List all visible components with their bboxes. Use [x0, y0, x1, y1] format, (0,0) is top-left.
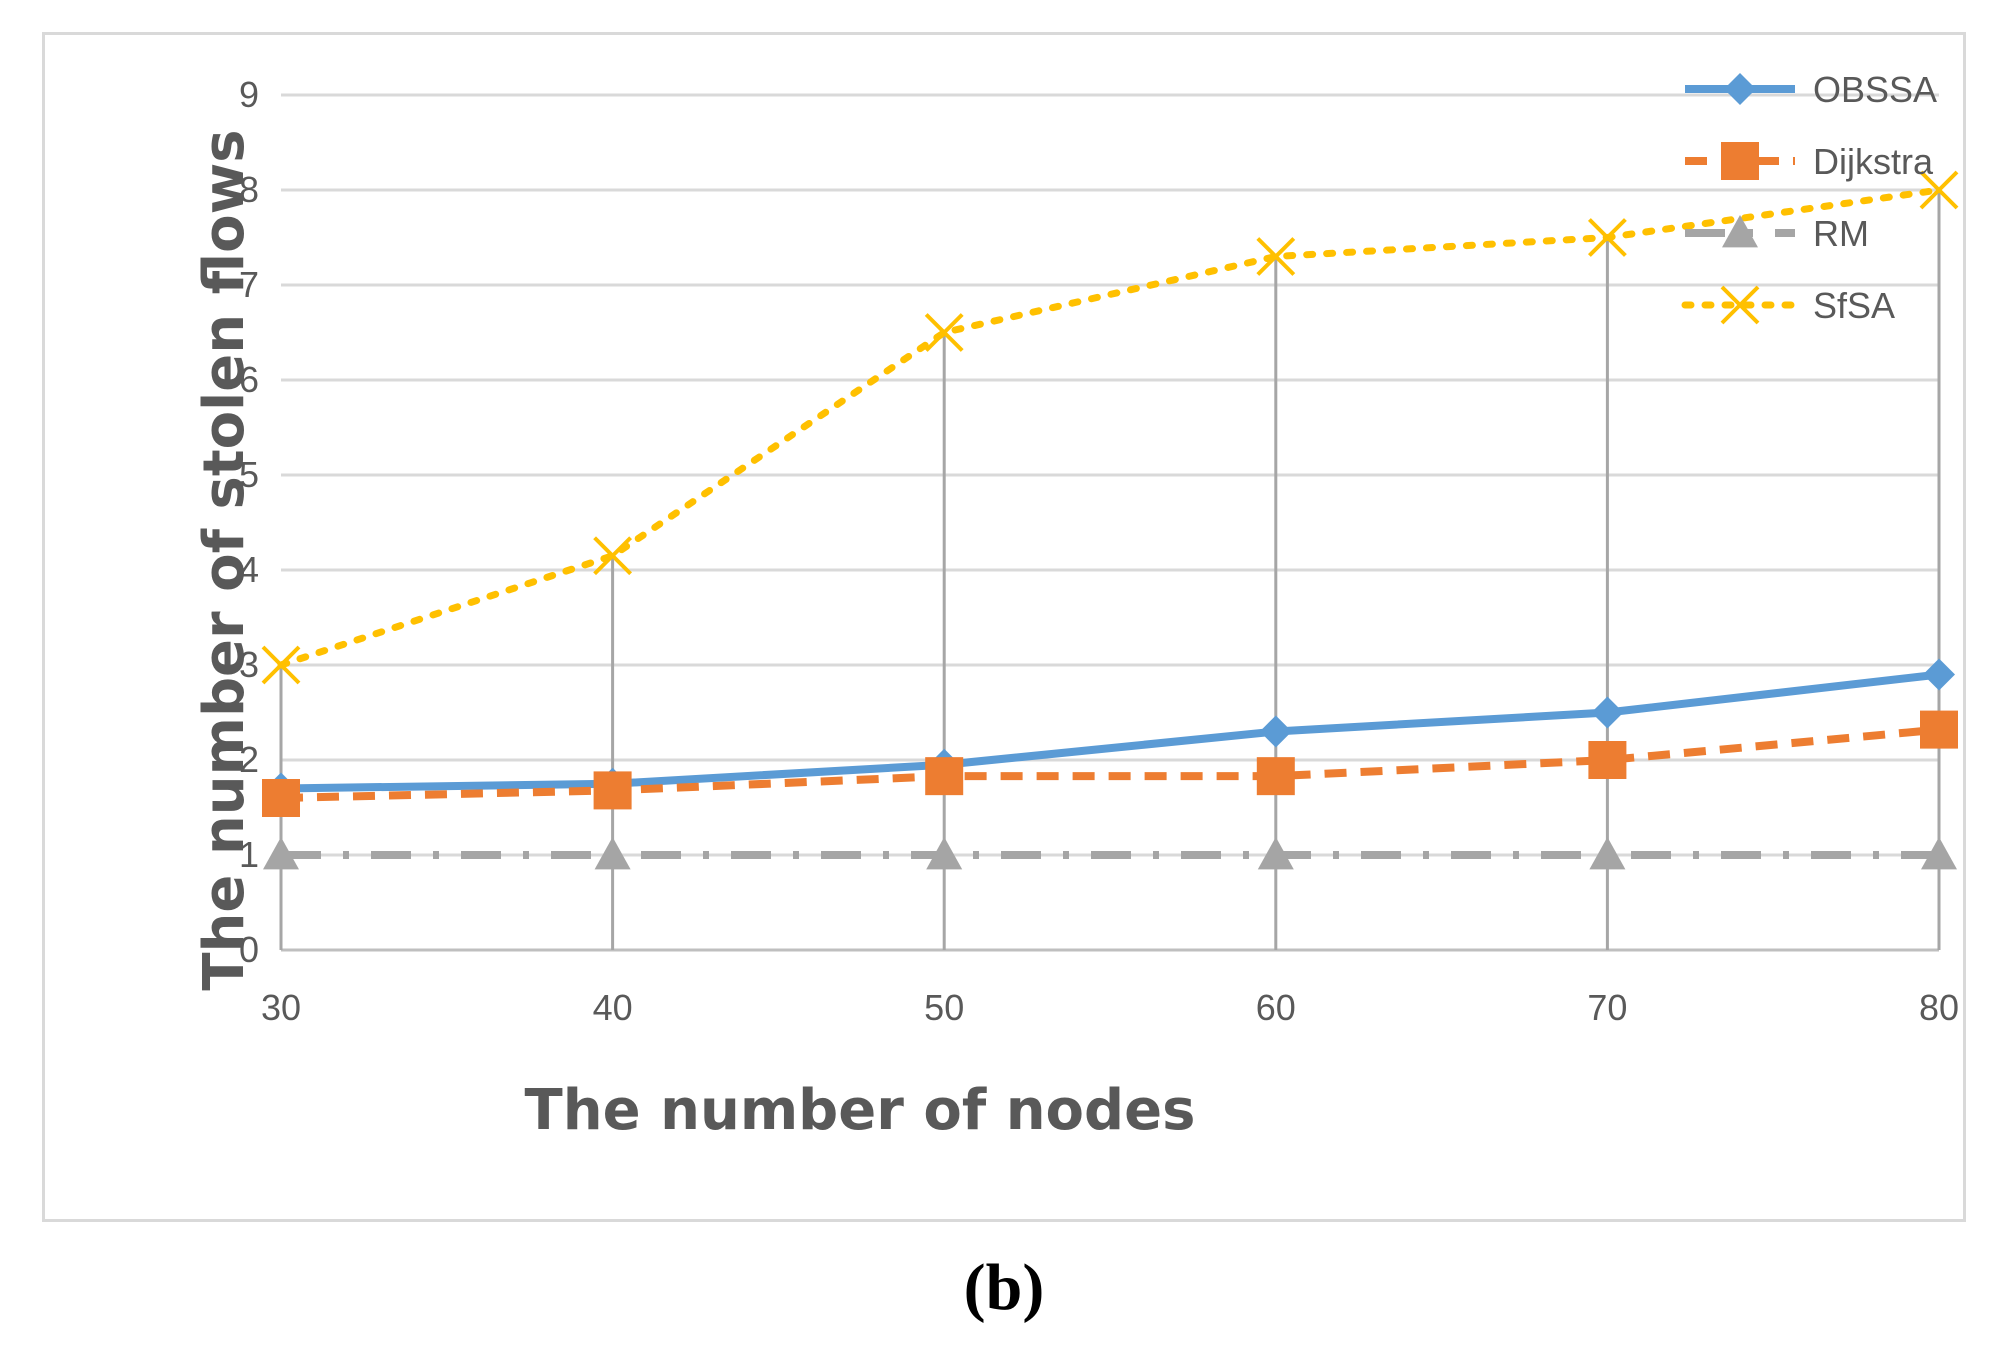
legend-label: SfSA — [1813, 285, 1895, 326]
marker-x-stroke — [593, 536, 633, 576]
marker-triangle — [1589, 837, 1626, 870]
x-tick-label: 60 — [1256, 987, 1296, 1028]
legend-item-sfsa: SfSA — [1681, 285, 1895, 326]
y-tick-label: 8 — [239, 169, 259, 210]
panel-label: (b) — [963, 1251, 1045, 1324]
series-sfsa — [261, 170, 1959, 685]
x-tick-label: 80 — [1919, 987, 1959, 1028]
legend-item-dijkstra: Dijkstra — [1685, 141, 1934, 182]
marker-x — [1256, 237, 1296, 276]
series-obssa — [265, 658, 1955, 805]
x-tick-label: 50 — [924, 987, 964, 1028]
marker-square — [1588, 741, 1627, 779]
y-tick-label: 6 — [239, 359, 259, 400]
marker-triangle — [594, 837, 631, 870]
y-tick-label: 1 — [239, 834, 259, 875]
marker-diamond — [1923, 658, 1955, 691]
marker-x — [593, 536, 633, 576]
marker-square — [262, 779, 300, 817]
y-tick-label: 3 — [239, 644, 259, 685]
marker-square — [1721, 142, 1759, 180]
x-tick-label: 70 — [1587, 987, 1627, 1028]
x-axis-title: The number of nodes — [525, 1078, 1196, 1143]
marker-square — [1920, 710, 1958, 749]
legend-label: RM — [1813, 213, 1869, 254]
marker-square — [925, 757, 964, 796]
x-tick-label: 40 — [593, 987, 633, 1028]
legend-item-obssa: OBSSA — [1685, 69, 1937, 110]
legend-item-rm: RM — [1685, 213, 1869, 254]
series-line-dijkstra — [280, 725, 1940, 802]
marker-diamond — [1259, 715, 1292, 748]
marker-x — [261, 645, 301, 685]
marker-x-stroke — [261, 645, 301, 685]
legend-label: OBSSA — [1813, 69, 1937, 110]
marker-x — [1919, 170, 1959, 210]
series-dijkstra — [262, 710, 1958, 817]
series-line-obssa — [280, 670, 1940, 793]
marker-diamond — [1591, 696, 1624, 729]
marker-triangle — [1921, 837, 1957, 870]
legend-label: Dijkstra — [1813, 141, 1934, 182]
marker-x — [924, 313, 964, 352]
line-chart: 0 1 2 3 4 5 6 7 8 9 30 40 50 60 70 80 The number of nod… — [192, 69, 1959, 1143]
marker-triangle — [926, 837, 963, 870]
y-tick-label: 5 — [239, 454, 259, 495]
marker-triangle — [1722, 215, 1758, 248]
marker-x-stroke — [1720, 285, 1760, 325]
marker-triangle — [1257, 837, 1294, 870]
y-tick-label: 7 — [239, 264, 259, 305]
series-line-sfsa — [277, 186, 1943, 669]
marker-x — [1720, 285, 1760, 325]
marker-square — [1256, 757, 1295, 796]
legend: OBSSA Dijkstra RM SfSA — [1681, 69, 1937, 326]
marker-x-stroke — [924, 313, 964, 352]
tick-labels: 0 1 2 3 4 5 6 7 8 9 30 40 50 60 70 80 — [239, 74, 1959, 1028]
x-tick-label: 30 — [261, 987, 301, 1028]
marker-triangle — [263, 837, 299, 870]
y-tick-label: 4 — [239, 549, 259, 590]
series-rm — [263, 837, 1957, 870]
marker-square — [593, 771, 632, 810]
marker-x — [1587, 218, 1627, 257]
chart-frame: 0 1 2 3 4 5 6 7 8 9 30 40 50 60 70 80 The number of nod… — [42, 32, 1966, 1222]
series-layer — [261, 170, 1959, 870]
marker-x-stroke — [1256, 237, 1296, 276]
y-tick-label: 2 — [239, 739, 259, 780]
y-tick-label: 9 — [239, 74, 259, 115]
marker-x-stroke — [1587, 218, 1627, 257]
y-tick-label: 0 — [239, 929, 259, 970]
marker-diamond — [1724, 73, 1756, 105]
marker-x-stroke — [1919, 170, 1959, 210]
y-axis-title: The number of stolen flows — [192, 129, 257, 990]
